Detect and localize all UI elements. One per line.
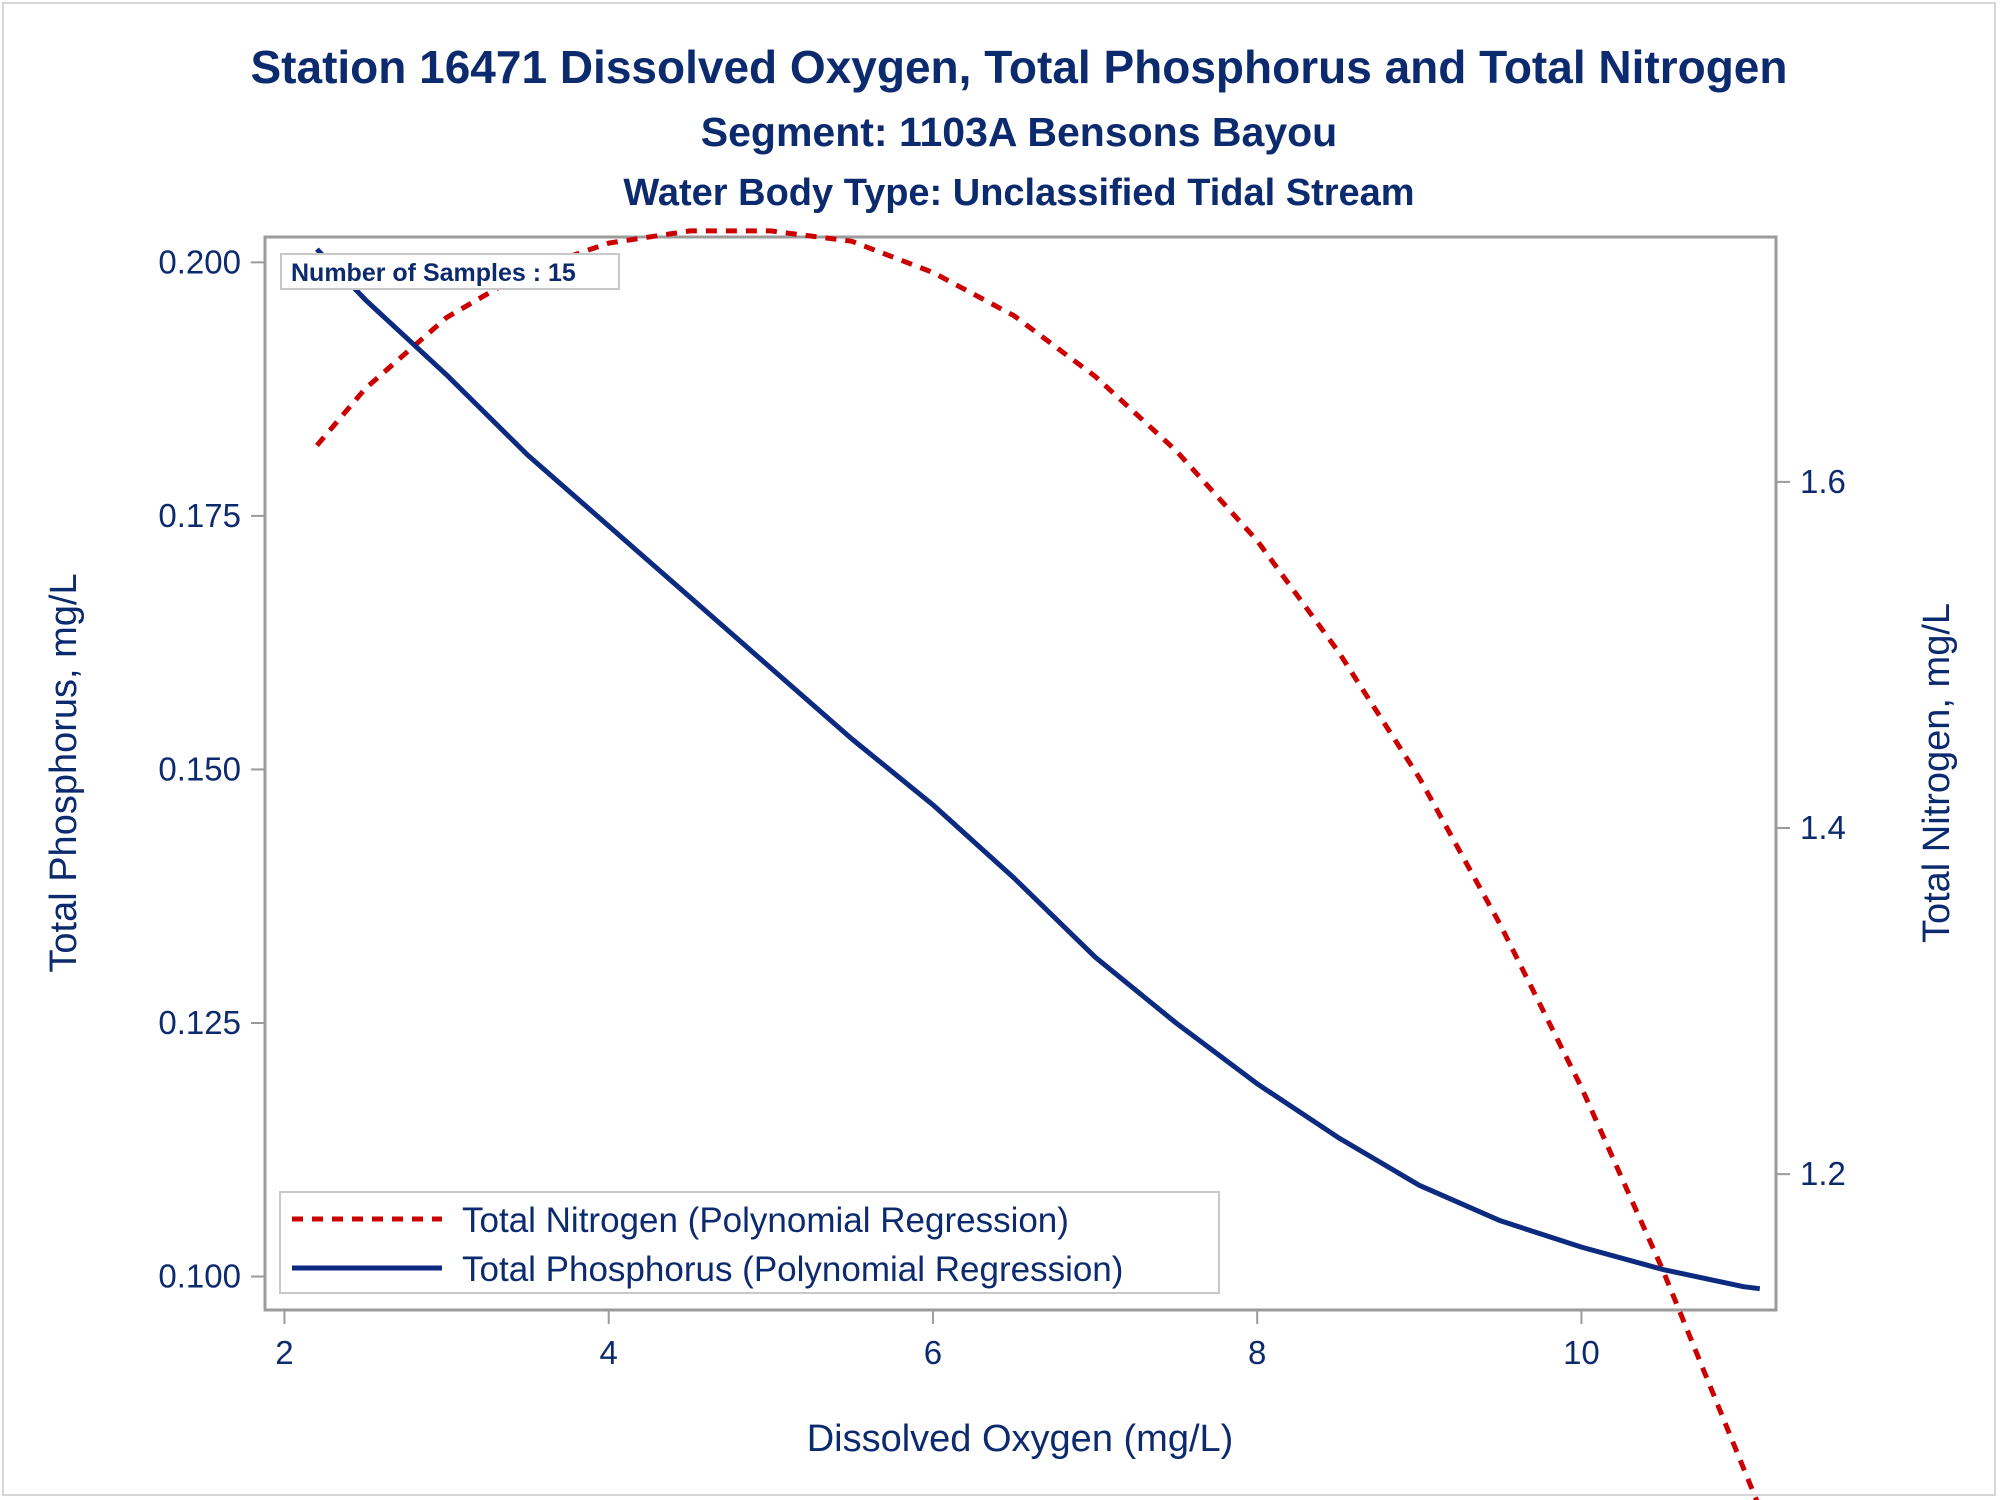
legend: Total Nitrogen (Polynomial Regression) T…: [279, 1191, 1220, 1294]
chart-title: Station 16471 Dissolved Oxygen, Total Ph…: [250, 41, 1787, 93]
y2-axis-ticks: 1.2 1.4 1.6: [1776, 463, 1846, 1192]
legend-label-phosphorus: Total Phosphorus (Polynomial Regression): [462, 1250, 1123, 1289]
y2-axis-label: Total Nitrogen, mg/L: [1916, 603, 1958, 943]
y-axis-label: Total Phosphorus, mg/L: [43, 573, 85, 972]
legend-box: [279, 1191, 1220, 1294]
plot-area: [263, 235, 1778, 1312]
sample-count-box: [280, 253, 620, 290]
y2-tick-label: 1.2: [1800, 1155, 1846, 1192]
chart-subtitle-2: Water Body Type: Unclassified Tidal Stre…: [623, 172, 1414, 214]
x-axis-ticks: 2 4 6 8 10: [275, 1310, 1600, 1371]
y-tick-label: 0.200: [158, 243, 241, 280]
legend-label-nitrogen: Total Nitrogen (Polynomial Regression): [462, 1201, 1069, 1240]
y-tick-label: 0.100: [158, 1258, 241, 1295]
y-tick-label: 0.150: [158, 750, 241, 787]
sample-count-label: Number of Samples : 15: [291, 259, 576, 287]
x-tick-label: 10: [1563, 1334, 1600, 1371]
chart-subtitle: Segment: 1103A Bensons Bayou: [701, 109, 1337, 155]
x-tick-label: 2: [275, 1334, 293, 1371]
x-tick-label: 8: [1248, 1334, 1266, 1371]
series-line-total-phosphorus: [315, 247, 1761, 1292]
x-tick-label: 6: [924, 1334, 942, 1371]
x-axis-label: Dissolved Oxygen (mg/L): [807, 1418, 1234, 1460]
y-tick-label: 0.125: [158, 1004, 241, 1041]
y-axis-ticks: 0.100 0.125 0.150 0.175 0.200: [158, 243, 265, 1295]
y-tick-label: 0.175: [158, 497, 241, 534]
y2-tick-label: 1.4: [1800, 809, 1846, 846]
y2-tick-label: 1.6: [1800, 463, 1846, 500]
x-tick-label: 4: [600, 1334, 618, 1371]
